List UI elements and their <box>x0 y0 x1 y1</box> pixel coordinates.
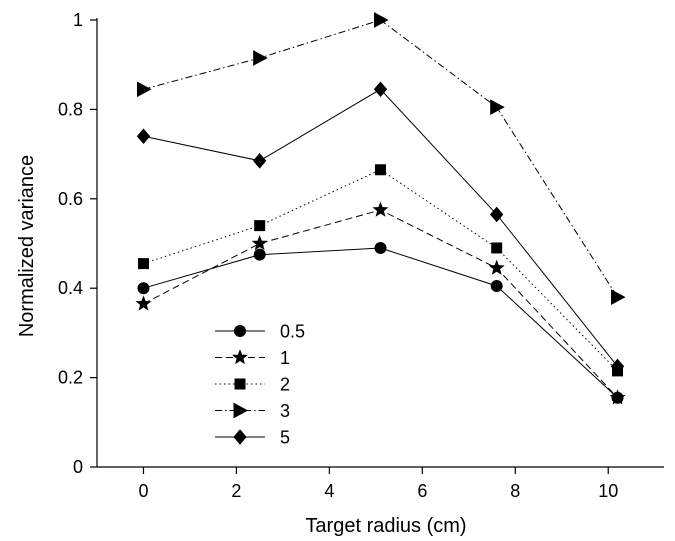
y-tick-label: 0 <box>73 457 83 477</box>
axes: 0 2 4 6 8 10 0 0.2 0.4 0.6 0.8 1 <box>58 10 664 501</box>
data-point-3 <box>490 99 505 116</box>
legend-marker <box>233 402 249 419</box>
data-point-5 <box>253 153 267 169</box>
legend-marker <box>232 349 248 365</box>
data-point-5 <box>136 128 151 144</box>
series-line-3 <box>143 19 618 298</box>
series-line-0.5 <box>143 247 618 399</box>
data-point-2 <box>137 258 149 270</box>
x-tick-label: 2 <box>231 481 241 501</box>
data-point-1 <box>609 389 626 405</box>
x-tick-label: 0 <box>138 481 148 501</box>
legend-label: 1 <box>280 348 290 368</box>
data-point-1 <box>135 295 152 311</box>
y-tick-label: 0.6 <box>58 189 83 209</box>
x-tick-label: 8 <box>510 481 520 501</box>
data-point-0.5 <box>374 241 387 254</box>
y-axis-label: Normalized variance <box>16 155 38 337</box>
plot-area <box>135 12 626 405</box>
series-line-5 <box>143 88 618 367</box>
data-point-2 <box>375 164 386 176</box>
legend-label: 3 <box>280 401 290 421</box>
legend-marker <box>234 378 246 390</box>
y-tick-label: 0.4 <box>58 278 83 298</box>
legend-marker <box>234 325 246 337</box>
data-point-5 <box>610 358 625 375</box>
data-point-5 <box>373 81 388 98</box>
data-point-0.5 <box>253 248 266 261</box>
legend-marker <box>233 429 247 445</box>
data-point-3 <box>136 81 152 98</box>
y-tick-label: 0.2 <box>58 368 83 388</box>
data-point-1 <box>372 201 389 217</box>
series-line-2 <box>143 169 618 372</box>
x-axis-label: Target radius (cm) <box>305 515 466 537</box>
legend-label: 2 <box>280 375 290 395</box>
x-tick-label: 10 <box>598 481 618 501</box>
data-point-3 <box>611 289 626 305</box>
data-point-3 <box>374 12 389 28</box>
x-tick-label: 4 <box>324 481 334 501</box>
series-line-1 <box>143 209 618 399</box>
data-point-0.5 <box>137 282 150 295</box>
y-tick-label: 0.8 <box>58 99 83 119</box>
data-point-3 <box>253 50 268 66</box>
legend-label: 5 <box>280 428 290 448</box>
data-point-1 <box>251 235 268 251</box>
x-tick-label: 6 <box>417 481 427 501</box>
legend-label: 0.5 <box>280 322 305 342</box>
data-point-5 <box>490 206 504 223</box>
data-point-0.5 <box>490 279 503 292</box>
legend: 0.5 1 2 3 5 <box>215 322 305 448</box>
data-point-2 <box>491 242 503 254</box>
data-point-1 <box>488 259 505 275</box>
data-point-2 <box>254 220 266 232</box>
y-tick-label: 1 <box>73 10 83 30</box>
